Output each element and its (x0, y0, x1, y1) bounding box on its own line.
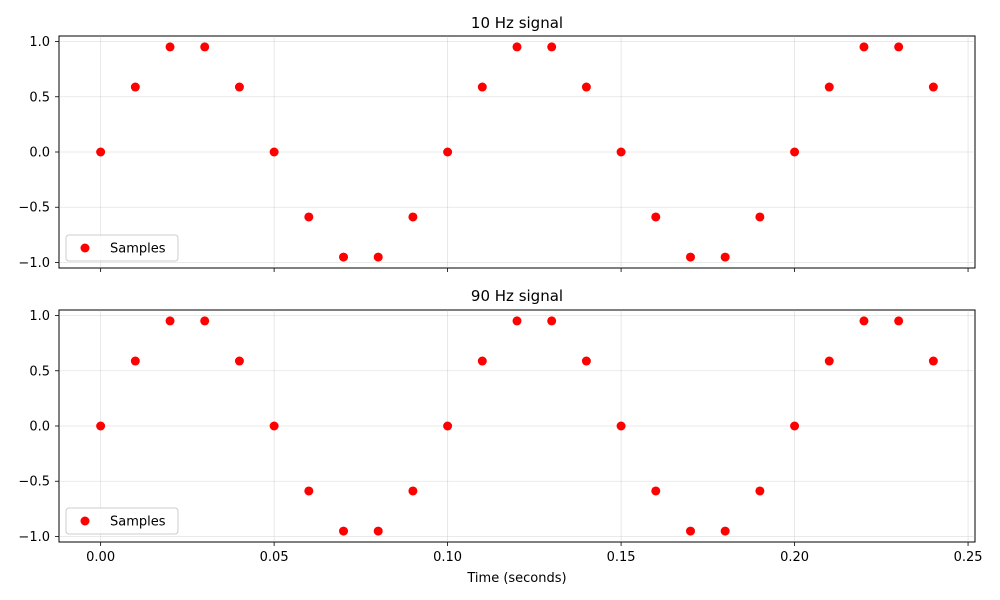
bottom-x-ticks: 0.00 0.05 0.10 0.15 0.20 0.25 (86, 542, 983, 565)
bottom-y-tick-label: −0.5 (18, 475, 50, 490)
top-y-tick-label: 1.0 (29, 35, 50, 50)
top-chart-title: 10 Hz signal (471, 14, 563, 32)
bottom-legend-marker (80, 516, 90, 526)
top-sample-point (512, 42, 522, 52)
bottom-y-tick-label: 0.5 (29, 364, 50, 379)
top-sample-point (824, 82, 834, 92)
bottom-sample-point (408, 486, 418, 496)
top-x-ticks (100, 268, 969, 272)
top-sample-point (685, 252, 695, 262)
top-sample-point (443, 147, 453, 157)
top-y-tick-label: 0.5 (29, 90, 50, 105)
bottom-sample-point (894, 316, 904, 326)
top-sample-point (339, 252, 349, 262)
bottom-sample-point (443, 421, 453, 431)
bottom-grid (59, 310, 975, 542)
top-sample-point (755, 212, 765, 222)
bottom-x-tick-label: 0.00 (86, 550, 115, 565)
bottom-legend-label: Samples (110, 515, 166, 530)
bottom-sample-point (96, 421, 106, 431)
top-legend: Samples (65, 234, 179, 262)
top-grid (59, 36, 975, 268)
top-sample-point (234, 82, 244, 92)
top-sample-point (269, 147, 279, 157)
bottom-legend: Samples (65, 507, 179, 535)
top-sample-point (894, 42, 904, 52)
bottom-legend-box (65, 507, 179, 535)
bottom-markers (96, 316, 938, 536)
top-sample-point (720, 252, 730, 262)
top-legend-marker (80, 243, 90, 253)
top-sample-point (96, 147, 106, 157)
bottom-x-tick-label: 0.10 (433, 550, 462, 565)
bottom-x-tick-label: 0.15 (607, 550, 636, 565)
bottom-sample-point (234, 356, 244, 366)
bottom-sample-point (928, 356, 938, 366)
bottom-chart-title: 90 Hz signal (471, 287, 563, 305)
bottom-sample-point (547, 316, 557, 326)
bottom-x-tick-label: 0.20 (780, 550, 809, 565)
top-sample-point (581, 82, 591, 92)
top-sample-point (304, 212, 314, 222)
top-sample-point (616, 147, 626, 157)
bottom-sample-point (651, 486, 661, 496)
top-y-tick-label: 0.0 (29, 146, 50, 161)
bottom-x-tick-label: 0.25 (954, 550, 983, 565)
top-y-tick-label: −1.0 (18, 256, 50, 271)
top-sample-point (130, 82, 140, 92)
bottom-y-tick-label: 1.0 (29, 309, 50, 324)
bottom-sample-point (339, 526, 349, 536)
bottom-sample-point (373, 526, 383, 536)
bottom-sample-point (130, 356, 140, 366)
bottom-subplot: 0.00 0.05 0.10 0.15 0.20 0.25 −1.0 −0.5 0.0 0.5 1… (18, 287, 982, 586)
bottom-sample-point (512, 316, 522, 326)
bottom-sample-point (269, 421, 279, 431)
bottom-sample-point (720, 526, 730, 536)
bottom-x-tick-label: 0.05 (260, 550, 289, 565)
top-sample-point (165, 42, 175, 52)
bottom-y-tick-label: −1.0 (18, 530, 50, 545)
bottom-sample-point (304, 486, 314, 496)
top-sample-point (928, 82, 938, 92)
bottom-sample-point (755, 486, 765, 496)
top-sample-point (790, 147, 800, 157)
bottom-sample-point (200, 316, 210, 326)
top-sample-point (859, 42, 869, 52)
bottom-y-ticks: −1.0 −0.5 0.0 0.5 1.0 (18, 309, 59, 545)
bottom-sample-point (165, 316, 175, 326)
top-sample-point (200, 42, 210, 52)
top-sample-point (477, 82, 487, 92)
top-y-tick-label: −0.5 (18, 201, 50, 216)
top-legend-label: Samples (110, 242, 166, 257)
top-subplot: −1.0 −0.5 0.0 0.5 1.0 10 Hz signal Samples (18, 14, 976, 272)
top-sample-point (651, 212, 661, 222)
top-y-ticks: −1.0 −0.5 0.0 0.5 1.0 (18, 35, 59, 271)
top-legend-box (65, 234, 179, 262)
bottom-sample-point (616, 421, 626, 431)
bottom-y-tick-label: 0.0 (29, 420, 50, 435)
bottom-sample-point (477, 356, 487, 366)
bottom-x-axis-label: Time (seconds) (466, 571, 566, 586)
top-sample-point (373, 252, 383, 262)
bottom-sample-point (824, 356, 834, 366)
top-markers (96, 42, 938, 262)
bottom-sample-point (685, 526, 695, 536)
top-sample-point (547, 42, 557, 52)
bottom-sample-point (790, 421, 800, 431)
top-sample-point (408, 212, 418, 222)
bottom-sample-point (581, 356, 591, 366)
bottom-sample-point (859, 316, 869, 326)
